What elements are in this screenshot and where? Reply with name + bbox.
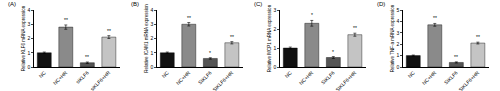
svg-text:SIKLF6+HR: SIKLF6+HR [457, 69, 480, 91]
svg-text:NC+HR: NC+HR [298, 69, 315, 86]
svg-text:3: 3 [27, 21, 30, 27]
svg-text:**: ** [353, 25, 357, 31]
svg-text:**: ** [433, 15, 437, 21]
svg-text:(B): (B) [131, 1, 139, 7]
svg-text:0: 0 [273, 64, 276, 70]
svg-text:2: 2 [396, 41, 399, 47]
svg-text:(C): (C) [254, 1, 262, 7]
svg-text:2: 2 [150, 35, 153, 41]
svg-text:Relative ICAM1 mRNA expression: Relative ICAM1 mRNA expression [144, 4, 149, 73]
svg-text:Relative TNF-a mRNA expression: Relative TNF-a mRNA expression [390, 4, 395, 72]
svg-text:NC: NC [37, 69, 47, 79]
svg-text:Relative KLF6 mRNA expression: Relative KLF6 mRNA expression [21, 5, 26, 71]
svg-text:1: 1 [150, 50, 153, 56]
svg-text:**: ** [230, 34, 234, 40]
svg-text:0: 0 [27, 64, 30, 70]
svg-text:Relative MCP1 mRNA expression: Relative MCP1 mRNA expression [267, 4, 272, 72]
svg-text:NC+HR: NC+HR [175, 69, 192, 86]
svg-text:SIKLF6: SIKLF6 [197, 69, 213, 85]
svg-text:NC+HR: NC+HR [421, 69, 438, 86]
svg-text:**: ** [64, 17, 68, 23]
svg-text:4: 4 [150, 7, 153, 13]
svg-text:**: ** [187, 15, 191, 21]
svg-text:*: * [209, 50, 211, 56]
svg-text:(A): (A) [8, 1, 16, 7]
svg-text:**: ** [476, 34, 480, 40]
svg-text:2: 2 [27, 35, 30, 41]
svg-text:3: 3 [396, 30, 399, 36]
svg-text:SIKLF6: SIKLF6 [320, 69, 336, 85]
svg-text:SIKLF6+HR: SIKLF6+HR [211, 69, 234, 91]
svg-text:0: 0 [150, 64, 153, 70]
svg-text:*: * [332, 49, 334, 55]
svg-text:3: 3 [273, 7, 276, 13]
svg-text:**: ** [454, 54, 458, 60]
svg-text:3: 3 [150, 21, 153, 27]
svg-text:SIKLF6: SIKLF6 [443, 69, 459, 85]
svg-text:2: 2 [273, 26, 276, 32]
svg-text:NC: NC [160, 69, 170, 79]
svg-text:1: 1 [396, 52, 399, 58]
svg-text:NC: NC [406, 69, 416, 79]
svg-text:1: 1 [27, 50, 30, 56]
svg-text:**: ** [107, 28, 111, 34]
svg-text:*: * [311, 12, 313, 18]
svg-text:NC: NC [283, 69, 293, 79]
svg-text:1: 1 [273, 45, 276, 51]
svg-text:siKLF6: siKLF6 [75, 69, 90, 84]
svg-text:0: 0 [396, 64, 399, 70]
svg-text:NC+HR: NC+HR [52, 69, 69, 86]
svg-text:SIKLF6+HR: SIKLF6+HR [334, 69, 357, 91]
svg-text:5: 5 [396, 7, 399, 13]
svg-text:(D): (D) [377, 1, 385, 7]
svg-text:**: ** [85, 54, 89, 60]
svg-text:siKLF6+HR: siKLF6+HR [89, 69, 112, 91]
svg-text:4: 4 [27, 7, 30, 13]
svg-text:4: 4 [396, 18, 399, 24]
